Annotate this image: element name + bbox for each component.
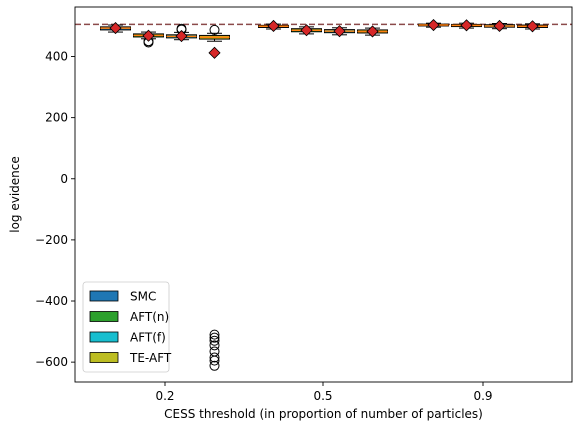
- legend-swatch: [89, 352, 119, 363]
- y-tick-label: 400: [45, 50, 68, 64]
- legend-label: AFT(n): [130, 310, 169, 324]
- plot-frame: [74, 6, 573, 383]
- x-tick-label: 0.5: [313, 389, 332, 403]
- y-tick-label: −200: [35, 233, 68, 247]
- mean-marker: [427, 18, 440, 32]
- outlier-point: [209, 340, 220, 351]
- y-tick-label: 200: [45, 111, 68, 125]
- y-tick-label: −600: [35, 355, 68, 369]
- box-group: [517, 20, 548, 33]
- mean-marker: [366, 25, 379, 38]
- mean-marker: [493, 19, 506, 33]
- x-tick-label: 0.9: [473, 389, 492, 403]
- x-tick-label: 0.2: [155, 389, 174, 403]
- mean-marker: [109, 22, 122, 35]
- y-tick-label: 0: [60, 172, 68, 186]
- box-group: [133, 29, 164, 48]
- legend-swatch: [89, 290, 119, 302]
- legend: SMC AFT(n) AFT(f) TE-AFT: [82, 281, 172, 373]
- legend-label: AFT(f): [130, 331, 166, 345]
- box-group: [324, 25, 355, 38]
- legend-frame: [82, 281, 170, 373]
- mean-marker: [208, 46, 221, 59]
- outlier-point: [209, 329, 220, 340]
- y-axis-label: log evidence: [8, 156, 22, 233]
- mean-marker: [267, 19, 280, 33]
- x-axis-label: CESS threshold (in proportion of number …: [164, 407, 483, 421]
- box-group: [291, 24, 322, 37]
- mean-marker: [300, 24, 313, 37]
- box-group: [484, 19, 515, 33]
- y-tick-label: −400: [35, 294, 68, 308]
- outlier-point: [209, 352, 220, 363]
- box-group: [199, 24, 230, 371]
- box-group: [258, 19, 289, 33]
- outlier-point: [209, 24, 220, 35]
- mean-marker: [333, 25, 346, 38]
- outlier-point: [209, 335, 220, 346]
- box-group: [100, 22, 131, 35]
- legend-label: TE-AFT: [129, 351, 172, 365]
- mean-marker: [460, 19, 473, 32]
- box-group: [357, 25, 388, 38]
- legend-swatch: [89, 331, 119, 343]
- legend-swatch: [89, 311, 119, 322]
- outlier-point: [209, 355, 220, 366]
- mean-marker: [175, 29, 188, 43]
- legend-label: SMC: [130, 290, 156, 304]
- outlier-point: [209, 360, 220, 371]
- box-group: [451, 19, 482, 32]
- mean-marker: [526, 20, 539, 33]
- box-group: [418, 18, 449, 32]
- mean-marker: [142, 29, 155, 42]
- box-group: [166, 23, 197, 43]
- outlier-point: [209, 332, 220, 343]
